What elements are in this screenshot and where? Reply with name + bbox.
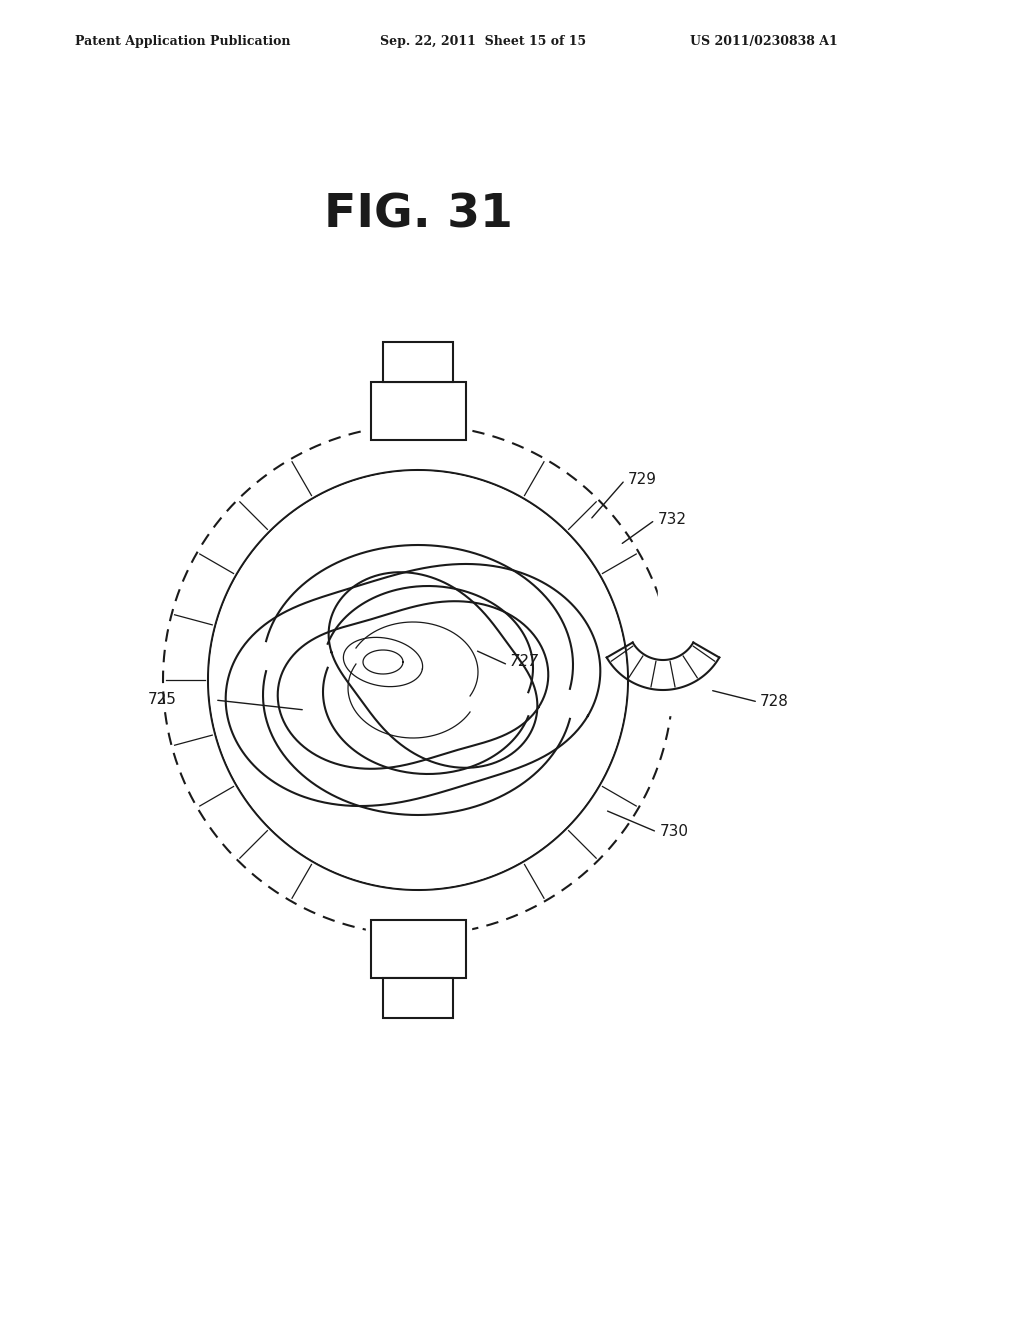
Text: FIG. 31: FIG. 31 (324, 193, 512, 238)
Circle shape (158, 420, 678, 940)
Bar (383, 978, 453, 1018)
Text: 728: 728 (760, 694, 788, 710)
Text: 732: 732 (658, 512, 687, 528)
Text: 725: 725 (148, 693, 177, 708)
Bar (371, 381, 466, 440)
Text: 727: 727 (510, 655, 540, 669)
Text: US 2011/0230838 A1: US 2011/0230838 A1 (690, 36, 838, 49)
Text: Patent Application Publication: Patent Application Publication (75, 36, 291, 49)
Text: 730: 730 (660, 825, 689, 840)
Bar (383, 342, 453, 381)
Bar (371, 920, 466, 978)
Text: 729: 729 (628, 473, 657, 487)
Circle shape (210, 473, 626, 888)
Polygon shape (658, 554, 753, 715)
Text: Sep. 22, 2011  Sheet 15 of 15: Sep. 22, 2011 Sheet 15 of 15 (380, 36, 586, 49)
